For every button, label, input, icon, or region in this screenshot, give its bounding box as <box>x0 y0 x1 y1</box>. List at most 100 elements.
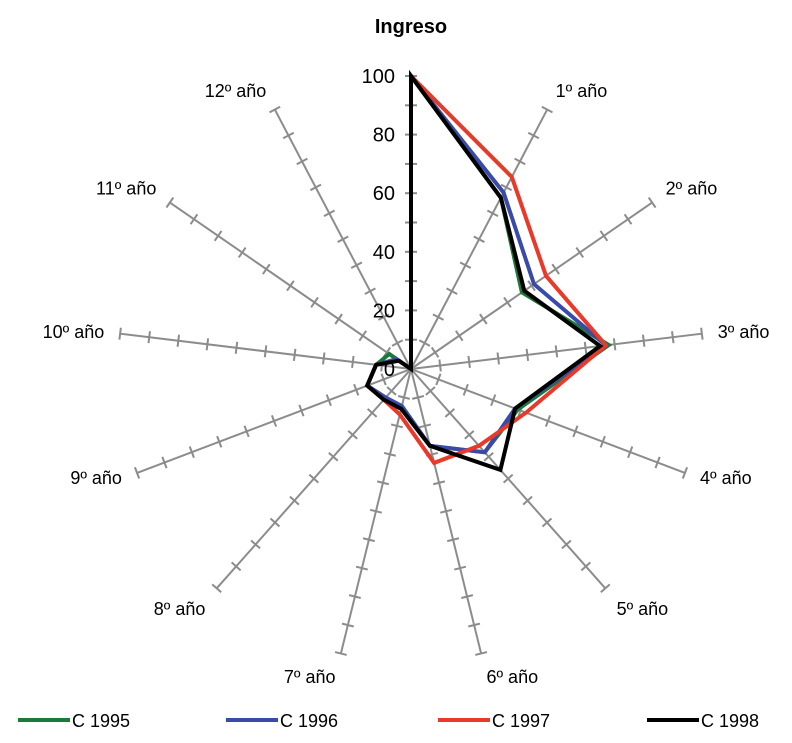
axis-tick <box>467 355 471 369</box>
radial-tick-label: 0 <box>384 359 395 381</box>
axis-tick <box>351 355 355 369</box>
axis-tick <box>309 183 322 192</box>
axis-tick <box>468 622 481 628</box>
axis-tick <box>348 594 361 599</box>
axis-tick <box>325 394 332 407</box>
axis-tick <box>444 408 456 418</box>
axis-tick <box>514 157 526 166</box>
axis-tick <box>418 423 432 429</box>
axis-tick <box>681 466 689 479</box>
axis-tick <box>490 394 497 407</box>
axis-tick <box>700 327 704 340</box>
series-line-c-1996 <box>364 70 610 455</box>
axis-tick <box>459 261 472 269</box>
axis-tick <box>522 495 533 506</box>
axis-tick <box>390 423 404 429</box>
radial-tick-label: 100 <box>362 66 395 88</box>
axis-tick <box>438 359 442 372</box>
axis-tick <box>439 508 453 514</box>
axis-tick <box>418 339 431 347</box>
axis-tick <box>462 383 469 396</box>
axis-tick <box>525 348 530 361</box>
axis-tick <box>397 395 411 400</box>
radial-tick-label: 20 <box>373 300 395 322</box>
axis-tick <box>435 373 442 386</box>
axis-tick <box>473 235 485 243</box>
axis-tick <box>369 508 383 514</box>
category-label: 2º año <box>666 179 718 199</box>
axis-tick <box>483 451 494 462</box>
axis-tick <box>189 213 199 225</box>
axis-tick <box>502 473 514 484</box>
axis-tick <box>454 330 464 342</box>
axis-tick <box>350 261 363 269</box>
category-label: 9º año <box>70 468 122 488</box>
axis-tick <box>269 105 281 114</box>
axis-tick <box>391 339 404 347</box>
axis-tick <box>286 280 295 292</box>
axis-tick <box>380 373 387 386</box>
axis-tick <box>237 246 247 258</box>
category-label: 8º año <box>154 599 206 619</box>
category-label: 1º año <box>556 81 608 101</box>
axis-tick <box>362 537 375 543</box>
axis-tick <box>296 157 308 166</box>
axis-tick <box>503 296 512 308</box>
radial-tick-label: 80 <box>373 125 395 147</box>
axis-tick <box>580 561 592 572</box>
axis-tick <box>364 287 376 295</box>
axis-tick <box>496 352 500 365</box>
axis-tick <box>641 334 646 347</box>
axis-tick <box>446 287 458 295</box>
axis-tick <box>430 346 440 358</box>
axis-tick <box>411 395 425 400</box>
axis-tick <box>337 235 349 243</box>
category-label: 11º año <box>96 179 156 199</box>
axis-tick <box>347 430 358 440</box>
legend-label: C 1998 <box>701 711 759 731</box>
axis-tick <box>165 197 175 209</box>
axis-tick <box>479 313 488 325</box>
axis-tick <box>454 565 467 571</box>
axis-tick <box>366 408 378 418</box>
legend-label: C 1995 <box>72 711 130 731</box>
axis-tick <box>176 334 181 347</box>
axis-tick <box>308 473 320 484</box>
axis-tick <box>432 480 446 486</box>
axis-tick <box>383 451 397 457</box>
legend-label: C 1996 <box>280 711 338 731</box>
axis-tick <box>216 435 223 448</box>
axis-tick <box>572 425 579 438</box>
axis-tick <box>461 594 474 599</box>
axis-tick <box>486 209 499 218</box>
axis-tick <box>500 183 513 192</box>
axis-tick <box>432 313 445 321</box>
axis-tick <box>269 517 281 528</box>
axis-tick <box>328 451 339 462</box>
axis-tick <box>322 352 326 365</box>
category-label: 3º año <box>718 322 770 342</box>
axis-tick <box>671 331 675 344</box>
axis-tick <box>243 425 250 438</box>
axis-tick <box>147 331 151 344</box>
axis-tick <box>133 466 141 479</box>
axis-tick <box>188 446 195 459</box>
legend: C 1995 C 1996 C 1997 C 1998 <box>18 711 759 731</box>
radial-tick-label: 40 <box>373 242 395 264</box>
chart-title: Ingreso <box>375 16 447 38</box>
axis-tick <box>425 386 436 396</box>
axis-tick <box>355 565 368 571</box>
series-layer <box>364 69 613 473</box>
axis-tick <box>310 296 319 308</box>
axis-tick <box>323 209 336 218</box>
axis-tick <box>263 345 268 358</box>
legend-label: C 1997 <box>492 711 550 731</box>
axis-tick <box>376 480 390 486</box>
axis-tick <box>118 327 122 340</box>
axis-tick <box>541 105 553 114</box>
axis-tick <box>334 651 347 656</box>
axis-tick <box>298 404 305 417</box>
axis-tick <box>289 495 300 506</box>
axis-tick <box>230 561 242 572</box>
